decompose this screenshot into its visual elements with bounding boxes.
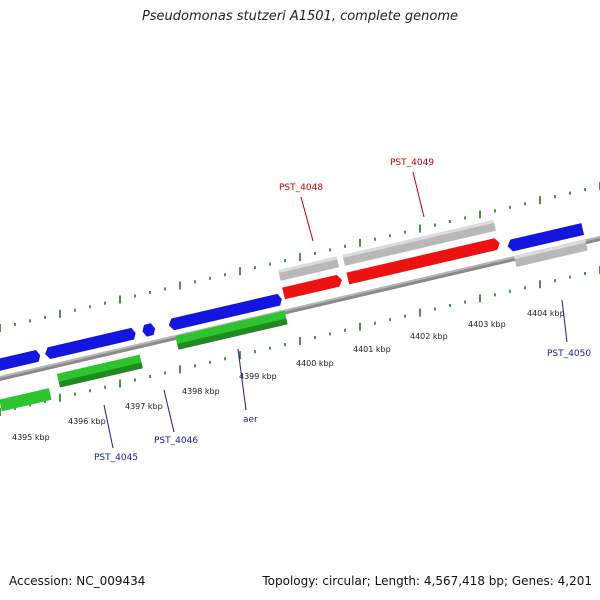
gene-label[interactable]: aer [243,415,258,425]
forward-strand [0,219,588,373]
tick-label: 4401 kbp [353,345,391,354]
pseudo-pst-4050[interactable] [514,239,588,267]
tick-label: 4395 kbp [12,433,50,442]
tick-label: 4396 kbp [68,417,106,426]
upper-tick-scale [0,182,600,332]
cds-pst-4045[interactable] [44,327,137,360]
genome-summary-text: Topology: circular; Length: 4,567,418 bp… [262,574,592,588]
cds-pst-4046[interactable] [141,323,156,338]
gene-label[interactable]: PST_4045 [94,453,138,463]
cds-reverse-left[interactable] [0,388,52,412]
tick-label: 4403 kbp [468,320,506,329]
reverse-strand [0,310,288,412]
gene-label[interactable]: PST_4046 [154,436,198,446]
gene-label[interactable]: PST_4050 [547,349,591,359]
genome-title: Pseudomonas stutzeri A1501, complete gen… [141,9,459,24]
genome-backbone [0,236,600,381]
pseudo-pst-4048[interactable] [278,256,340,281]
tick-label: 4404 kbp [527,309,565,318]
label-leaders [103,171,568,449]
cds-pst-4050[interactable] [506,223,585,252]
pseudo-pst-4049[interactable] [342,219,496,266]
accession-text: Accession: NC_009434 [9,574,146,588]
cds-pst-4049[interactable] [346,237,501,285]
gene-label[interactable]: PST_4049 [390,158,434,168]
tick-label: 4397 kbp [125,402,163,411]
tick-label: 4402 kbp [410,332,448,341]
tick-labels: 4395 kbp 4396 kbp 4397 kbp 4398 kbp 4399 kbp… [12,309,565,442]
gene-labels: PST_4045 PST_4046 aer PST_4048 PST_4049 PST_4… [94,158,591,463]
cds-forward-left-partial[interactable] [0,349,42,373]
gene-label[interactable]: PST_4048 [279,183,323,193]
tick-label: 4398 kbp [182,387,220,396]
tick-label: 4400 kbp [296,359,334,368]
cds-aer[interactable] [167,293,283,331]
tick-label: 4399 kbp [239,372,277,381]
cds-pst-4048[interactable] [282,274,343,300]
feature-track [0,219,588,412]
